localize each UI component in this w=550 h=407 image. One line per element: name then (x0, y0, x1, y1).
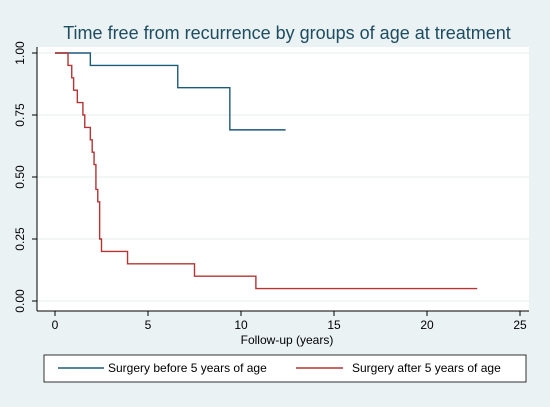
legend-label-0: Surgery before 5 years of age (108, 361, 267, 375)
grid (37, 52, 529, 302)
series (55, 52, 478, 290)
series-line-1 (55, 52, 478, 290)
x-tick-label-5: 25 (513, 318, 527, 332)
x-tick-label-2: 10 (234, 318, 248, 332)
x-tick-label-0: 0 (52, 318, 59, 332)
y-tick-label-0: 0.00 (13, 289, 27, 313)
axes: 0.00 0.25 0.50 0.75 1.00 0 5 10 15 20 25 (13, 41, 529, 332)
legend-box (43, 354, 527, 383)
legend-label-1: Surgery after 5 years of age (352, 361, 501, 375)
chart-title: Time free from recurrence by groups of a… (63, 23, 511, 43)
legend-items: Surgery before 5 years of age Surgery aft… (58, 361, 501, 375)
legend: Surgery before 5 years of age Surgery aft… (43, 354, 527, 383)
y-tick-label-4: 1.00 (13, 41, 27, 65)
y-tick-label-3: 0.75 (13, 103, 27, 127)
plot-area (37, 47, 529, 311)
x-axis-label: Follow-up (years) (241, 333, 334, 347)
y-tick-label-2: 0.50 (13, 165, 27, 189)
x-tick-label-3: 15 (327, 318, 341, 332)
series-line-0 (55, 52, 286, 131)
y-tick-label-1: 0.25 (13, 227, 27, 251)
x-tick-label-1: 5 (145, 318, 152, 332)
x-tick-label-4: 20 (420, 318, 434, 332)
